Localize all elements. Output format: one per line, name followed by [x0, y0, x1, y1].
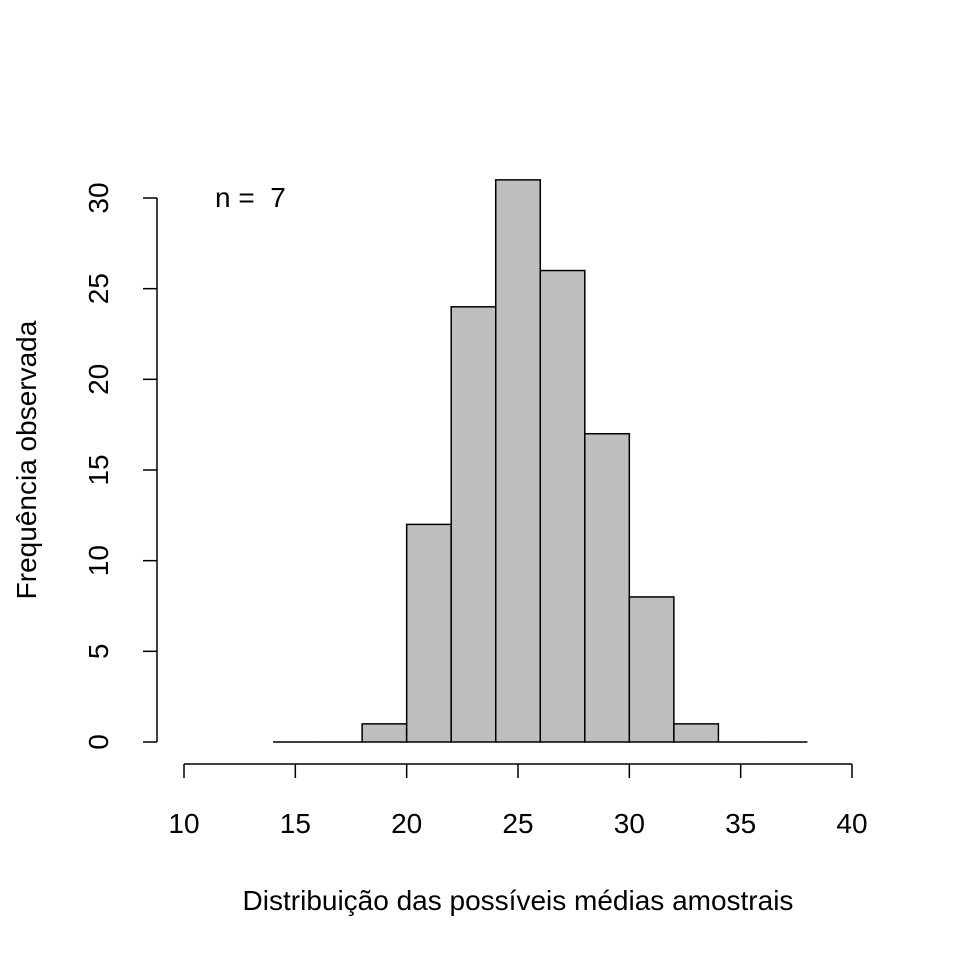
- y-tick-label: 25: [83, 273, 114, 304]
- histogram-bar: [673, 723, 720, 743]
- y-tick-label: 15: [83, 454, 114, 485]
- y-tick-label: 30: [83, 182, 114, 213]
- histogram-bar: [361, 723, 408, 743]
- x-tick-label: 10: [168, 808, 199, 839]
- histogram-bar: [584, 432, 631, 743]
- x-axis: 10 15 20 25 30 35 40: [168, 763, 868, 839]
- x-axis-title: Distribuição das possíveis médias amostr…: [243, 885, 794, 916]
- histogram-bar: [450, 306, 497, 743]
- x-tick-label: 40: [836, 808, 867, 839]
- y-tick-label: 0: [83, 734, 114, 750]
- x-tick-label: 25: [502, 808, 533, 839]
- y-tick-label: 20: [83, 364, 114, 395]
- x-tick-label: 15: [280, 808, 311, 839]
- y-tick-label: 5: [83, 644, 114, 660]
- sample-size-annotation: n = 7: [215, 182, 286, 213]
- histogram-bar: [628, 596, 675, 743]
- histogram-bar: [539, 269, 586, 743]
- bars-group: [273, 179, 808, 743]
- histogram-bar: [494, 179, 542, 743]
- x-tick-label: 35: [725, 808, 756, 839]
- x-tick-label: 30: [614, 808, 645, 839]
- y-axis: 0 5 10 15 20 25 30: [83, 182, 158, 750]
- x-tick-label: 20: [391, 808, 422, 839]
- y-axis-title: Frequência observada: [11, 320, 42, 599]
- histogram-bar: [405, 523, 452, 743]
- y-tick-label: 10: [83, 545, 114, 576]
